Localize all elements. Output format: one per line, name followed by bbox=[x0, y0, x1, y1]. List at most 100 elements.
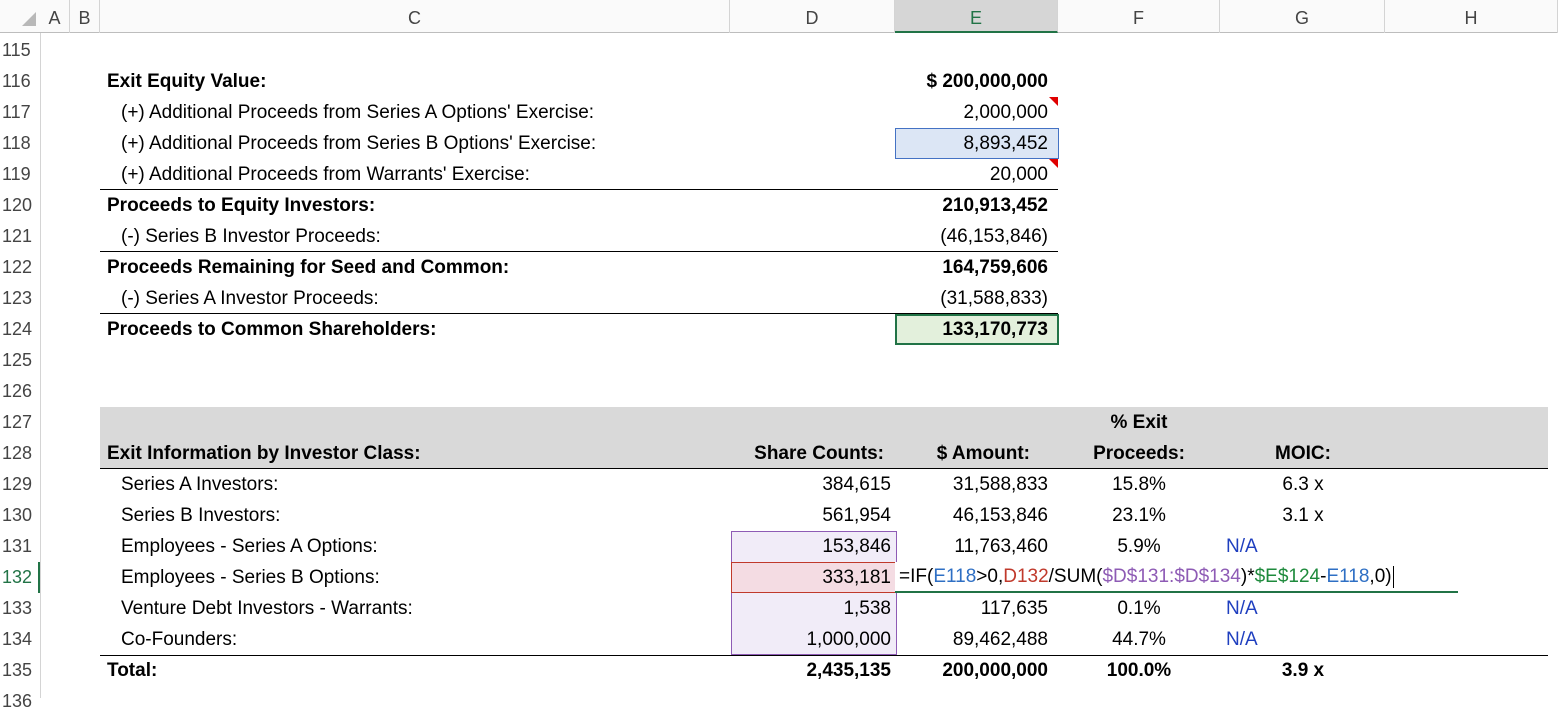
row-number[interactable]: 135 bbox=[2, 655, 40, 686]
row-number[interactable]: 122 bbox=[2, 252, 40, 283]
exit-percent: Proceeds: bbox=[1058, 438, 1220, 469]
formula-token: D132 bbox=[1003, 566, 1048, 587]
row-header-divider bbox=[40, 33, 41, 698]
row-number[interactable]: 119 bbox=[2, 159, 40, 190]
comment-indicator[interactable] bbox=[1049, 159, 1058, 168]
row-number[interactable]: 116 bbox=[2, 66, 40, 97]
row-label: Total: bbox=[107, 655, 157, 686]
row-label: Series B Investors: bbox=[121, 500, 280, 531]
row-number[interactable]: 130 bbox=[2, 500, 40, 531]
formula-token: E118 bbox=[933, 566, 976, 587]
moic: 3.1 x bbox=[1220, 500, 1386, 531]
comment-indicator[interactable] bbox=[1049, 97, 1058, 106]
amount: (46,153,846) bbox=[940, 221, 1048, 252]
formula-editor[interactable]: =IF(E118>0,D132/SUM($D$131:$D$134)*$E$12… bbox=[895, 562, 1458, 593]
share-count: 2,435,135 bbox=[806, 655, 891, 686]
row-number[interactable]: 134 bbox=[2, 624, 40, 655]
column-header[interactable]: A bbox=[40, 0, 70, 33]
amount: 164,759,606 bbox=[942, 252, 1048, 283]
exit-percent: 5.9% bbox=[1058, 531, 1220, 562]
row-number[interactable]: 120 bbox=[2, 190, 40, 221]
formula-token: $E$124 bbox=[1255, 566, 1321, 587]
share-count: 561,954 bbox=[822, 500, 891, 531]
moic: N/A bbox=[1226, 531, 1258, 562]
row-label: (-) Series B Investor Proceeds: bbox=[121, 221, 381, 252]
row-number[interactable]: 126 bbox=[2, 376, 40, 407]
row-label: Proceeds Remaining for Seed and Common: bbox=[107, 252, 509, 283]
exit-percent: % Exit bbox=[1058, 407, 1220, 438]
formula-token: >0, bbox=[976, 566, 1003, 587]
column-header[interactable]: F bbox=[1058, 0, 1220, 33]
column-header[interactable]: C bbox=[100, 0, 730, 33]
exit-percent: 23.1% bbox=[1058, 500, 1220, 531]
amount: 20,000 bbox=[990, 159, 1048, 190]
row-number[interactable]: 127 bbox=[2, 407, 40, 438]
row-number[interactable]: 136 bbox=[2, 686, 40, 717]
amount: 210,913,452 bbox=[942, 190, 1048, 221]
moic: N/A bbox=[1226, 593, 1258, 624]
share-count: 384,615 bbox=[822, 469, 891, 500]
row-number[interactable]: 128 bbox=[2, 438, 40, 469]
moic: 6.3 x bbox=[1220, 469, 1386, 500]
moic: MOIC: bbox=[1220, 438, 1386, 469]
formula-token: /SUM( bbox=[1049, 566, 1103, 587]
row-number[interactable]: 132 bbox=[2, 562, 40, 593]
row-number[interactable]: 131 bbox=[2, 531, 40, 562]
row-number[interactable]: 118 bbox=[2, 128, 40, 159]
moic: N/A bbox=[1226, 624, 1258, 655]
exit-percent: 15.8% bbox=[1058, 469, 1220, 500]
row-number[interactable]: 117 bbox=[2, 97, 40, 128]
exit-percent: 100.0% bbox=[1058, 655, 1220, 686]
row-number[interactable]: 123 bbox=[2, 283, 40, 314]
row-label: (+) Additional Proceeds from Warrants' E… bbox=[121, 159, 530, 190]
row-label: Co-Founders: bbox=[121, 624, 237, 655]
formula-token: =IF( bbox=[899, 566, 933, 587]
row-label: Employees - Series B Options: bbox=[121, 562, 380, 593]
amount: (31,588,833) bbox=[940, 283, 1048, 314]
row-number[interactable]: 133 bbox=[2, 593, 40, 624]
row-label: (-) Series A Investor Proceeds: bbox=[121, 283, 379, 314]
row-label: Venture Debt Investors - Warrants: bbox=[121, 593, 413, 624]
row-number[interactable]: 115 bbox=[2, 35, 40, 66]
column-header[interactable]: G bbox=[1220, 0, 1385, 33]
share-count: 333,181 bbox=[822, 562, 891, 593]
formula-token: ,0) bbox=[1369, 566, 1391, 587]
amount: $ 200,000,000 bbox=[926, 66, 1048, 97]
column-header[interactable]: E bbox=[895, 0, 1058, 33]
moic: 3.9 x bbox=[1220, 655, 1386, 686]
spreadsheet-window: { "columns": ["A", "B", "C", "D", "E", "… bbox=[0, 0, 1558, 698]
share-count: 1,538 bbox=[843, 593, 891, 624]
amount: $ Amount: bbox=[937, 438, 1030, 469]
row-label: Exit Information by Investor Class: bbox=[107, 438, 421, 469]
share-count: 1,000,000 bbox=[806, 624, 891, 655]
column-header[interactable]: D bbox=[730, 0, 895, 33]
formula-token: E118 bbox=[1326, 566, 1369, 587]
row-number[interactable]: 125 bbox=[2, 345, 40, 376]
amount: 133,170,773 bbox=[942, 314, 1048, 345]
formula-token: $D$131:$D$134 bbox=[1102, 566, 1240, 587]
share-count: 153,846 bbox=[822, 531, 891, 562]
amount: 89,462,488 bbox=[953, 624, 1048, 655]
amount: 8,893,452 bbox=[963, 128, 1048, 159]
row-label: (+) Additional Proceeds from Series A Op… bbox=[121, 97, 594, 128]
exit-percent: 44.7% bbox=[1058, 624, 1220, 655]
select-all-corner[interactable] bbox=[22, 12, 36, 26]
exit-percent: 0.1% bbox=[1058, 593, 1220, 624]
amount: 2,000,000 bbox=[963, 97, 1048, 128]
row-label: (+) Additional Proceeds from Series B Op… bbox=[121, 128, 596, 159]
amount: 200,000,000 bbox=[942, 655, 1048, 686]
row-label: Series A Investors: bbox=[121, 469, 278, 500]
formula-token: )* bbox=[1241, 566, 1255, 587]
row-label: Employees - Series A Options: bbox=[121, 531, 378, 562]
text-cursor bbox=[1393, 566, 1394, 588]
row-number[interactable]: 124 bbox=[2, 314, 40, 345]
column-header[interactable]: H bbox=[1385, 0, 1558, 33]
column-header[interactable]: B bbox=[70, 0, 100, 33]
amount: 46,153,846 bbox=[953, 500, 1048, 531]
row-label: Proceeds to Equity Investors: bbox=[107, 190, 375, 221]
row-number[interactable]: 129 bbox=[2, 469, 40, 500]
amount: 11,763,460 bbox=[954, 531, 1048, 562]
share-count: Share Counts: bbox=[754, 438, 884, 469]
amount: 31,588,833 bbox=[953, 469, 1048, 500]
row-number[interactable]: 121 bbox=[2, 221, 40, 252]
